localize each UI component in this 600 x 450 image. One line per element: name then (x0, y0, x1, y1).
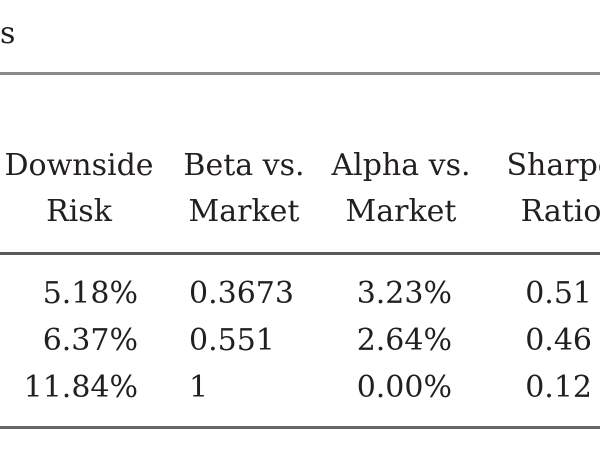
header-line: Risk (46, 194, 112, 229)
cell-beta: 1 (189, 370, 209, 405)
cell-downside-risk: 5.18% (42, 276, 138, 311)
header-line: Market (345, 194, 457, 229)
cell-beta: 0.3673 (189, 276, 294, 311)
cell-sharpe: 0.46 (525, 323, 592, 358)
header-line: Beta vs. (183, 148, 305, 183)
table-caption-fragment: s (0, 16, 16, 51)
cell-alpha: 0.00% (356, 370, 452, 405)
header-alpha-vs-market: Alpha vs. Market (328, 143, 474, 235)
header-line: Downside (4, 148, 154, 183)
cell-beta: 0.551 (189, 323, 275, 358)
table-top-rule (0, 72, 600, 75)
cell-alpha: 2.64% (356, 323, 452, 358)
header-sharpe-ratio: Sharpe Ratio (496, 143, 600, 235)
header-downside-risk: Downside Risk (0, 143, 158, 235)
cell-sharpe: 0.51 (525, 276, 592, 311)
cell-downside-risk: 11.84% (23, 370, 138, 405)
header-beta-vs-market: Beta vs. Market (183, 143, 305, 235)
header-line: Alpha vs. (331, 148, 471, 183)
cell-sharpe: 0.12 (525, 370, 592, 405)
cell-downside-risk: 6.37% (42, 323, 138, 358)
table-bottom-rule (0, 426, 600, 429)
header-line: Market (188, 194, 300, 229)
table-header-rule (0, 252, 600, 255)
cell-alpha: 3.23% (356, 276, 452, 311)
header-line: Ratio (520, 194, 600, 229)
header-line: Sharpe (506, 148, 600, 183)
